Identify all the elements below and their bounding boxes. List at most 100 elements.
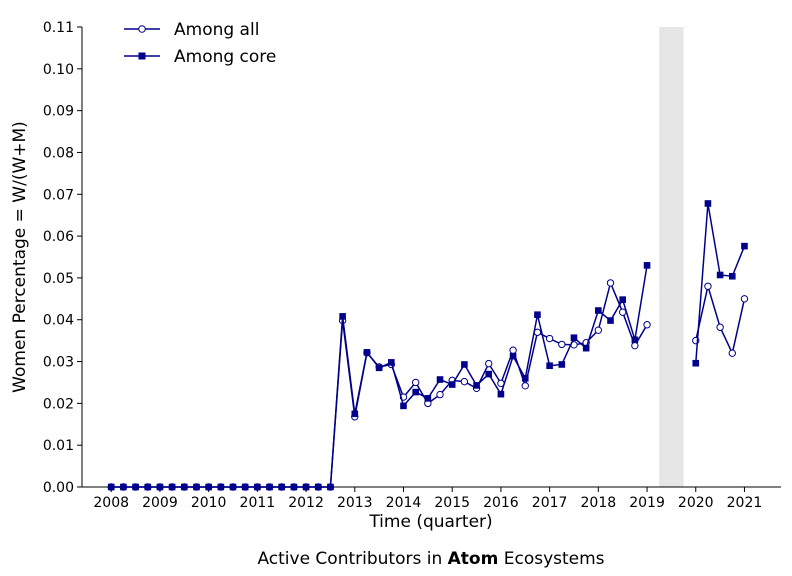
- data-point: [595, 307, 602, 314]
- caption-prefix: Active Contributors in: [257, 549, 447, 569]
- data-point: [473, 382, 480, 389]
- data-point: [254, 483, 261, 491]
- x-tick-label: 2017: [532, 495, 568, 511]
- data-point: [485, 359, 493, 368]
- data-point: [521, 374, 529, 382]
- data-point: [545, 334, 554, 343]
- x-tick-label: 2018: [581, 495, 617, 511]
- data-point: [363, 349, 371, 356]
- data-point: [388, 359, 395, 366]
- data-point: [375, 364, 383, 372]
- data-point: [120, 483, 127, 491]
- data-point: [740, 295, 749, 303]
- legend-marker-square: [138, 52, 146, 60]
- data-point: [704, 282, 712, 290]
- data-point: [168, 483, 176, 491]
- y-tick-label: 0.05: [43, 271, 74, 287]
- data-point: [327, 483, 334, 491]
- data-point: [741, 242, 748, 250]
- data-point: [618, 308, 627, 316]
- data-point: [716, 323, 724, 331]
- data-point: [631, 336, 639, 344]
- y-tick-label: 0.04: [43, 313, 74, 329]
- legend-label-among-core: Among core: [174, 47, 276, 67]
- data-point: [217, 483, 225, 491]
- data-point: [400, 402, 407, 410]
- data-point: [521, 382, 529, 390]
- legend-item-among-core: Among core: [124, 47, 276, 67]
- x-tick-label: 2020: [678, 495, 714, 511]
- data-point: [302, 483, 310, 491]
- data-point: [558, 361, 566, 368]
- data-point: [436, 390, 444, 399]
- data-point: [412, 388, 419, 396]
- shaded-region: [659, 27, 684, 487]
- data-point: [570, 334, 578, 342]
- series-line: [111, 280, 648, 488]
- data-point: [704, 200, 712, 207]
- x-tick-label: 2011: [240, 495, 276, 511]
- data-point: [339, 313, 346, 320]
- data-point: [594, 326, 603, 334]
- y-tick-label: 0.11: [43, 20, 74, 36]
- data-point: [460, 377, 469, 386]
- data-point: [546, 362, 553, 370]
- x-axis-ticks: 2008 2009 2010 2011 2012 2013 2014 2015 2016 2017…: [93, 487, 762, 511]
- data-point: [411, 378, 420, 387]
- data-point: [266, 483, 273, 491]
- data-point: [643, 321, 651, 329]
- data-point: [193, 483, 200, 491]
- data-point: [558, 340, 566, 349]
- data-point: [582, 344, 590, 352]
- caption-bold: Atom: [448, 549, 499, 569]
- data-point: [692, 359, 700, 367]
- legend: Among all Among core: [124, 20, 276, 67]
- y-tick-label: 0.09: [43, 104, 74, 120]
- data-point: [180, 483, 188, 491]
- x-tick-label: 2015: [434, 495, 470, 511]
- x-tick-label: 2019: [629, 495, 665, 511]
- data-point: [497, 390, 505, 398]
- data-point: [606, 279, 615, 287]
- data-point: [716, 271, 724, 279]
- data-point: [241, 483, 249, 491]
- data-point: [607, 317, 614, 324]
- data-point: [132, 483, 139, 491]
- series-line: [695, 283, 746, 356]
- y-tick-label: 0.03: [43, 355, 74, 371]
- series-line: [111, 265, 648, 488]
- data-point: [278, 483, 286, 491]
- x-tick-label: 2009: [142, 495, 178, 511]
- data-point: [107, 483, 115, 491]
- x-tick-label: 2014: [386, 495, 422, 511]
- y-axis-ticks: 0.00 0.01 0.02 0.03 0.04 0.05 0.06 0.07 0.08 0.09…: [43, 20, 82, 496]
- data-point: [205, 483, 212, 491]
- series-line: [695, 203, 746, 364]
- caption-suffix: Ecosystems: [498, 549, 604, 569]
- data-point: [424, 395, 432, 402]
- data-point: [619, 296, 626, 303]
- series-among-all: [107, 279, 749, 491]
- legend-marker-circle: [138, 25, 146, 33]
- x-tick-label: 2021: [727, 495, 763, 511]
- data-point: [290, 483, 298, 491]
- data-point: [728, 272, 736, 280]
- data-point: [144, 483, 152, 491]
- y-tick-label: 0.00: [43, 480, 74, 496]
- y-tick-label: 0.01: [43, 438, 74, 454]
- legend-item-among-all: Among all: [124, 20, 259, 40]
- data-point: [314, 483, 322, 491]
- y-axis-label: Women Percentage = W/(W+M): [10, 121, 30, 393]
- legend-label-among-all: Among all: [174, 20, 259, 40]
- data-point: [509, 346, 517, 354]
- x-tick-label: 2012: [288, 495, 324, 511]
- x-tick-label: 2016: [483, 495, 519, 511]
- y-tick-label: 0.10: [43, 62, 74, 78]
- data-point: [509, 352, 517, 360]
- x-axis-label: Time (quarter): [368, 512, 492, 532]
- data-point: [461, 361, 468, 368]
- y-tick-label: 0.06: [43, 229, 74, 245]
- data-point: [156, 483, 164, 491]
- series-among-core: [107, 200, 748, 491]
